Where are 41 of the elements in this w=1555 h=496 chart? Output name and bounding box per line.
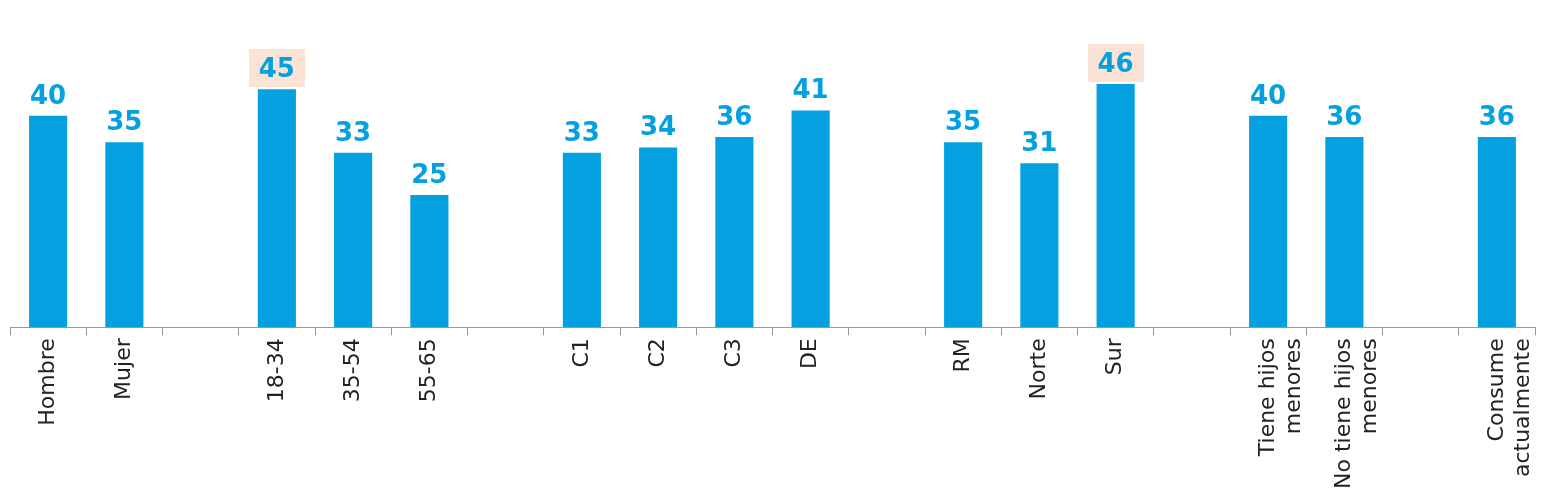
data-label: 46 bbox=[1097, 47, 1134, 78]
data-label: 36 bbox=[1478, 100, 1515, 131]
data-label: 25 bbox=[411, 158, 448, 189]
x-tick-label: 18-34 bbox=[262, 338, 288, 403]
data-label: 40 bbox=[1250, 79, 1287, 110]
bar bbox=[639, 147, 678, 328]
bar bbox=[944, 142, 983, 328]
bar bbox=[334, 152, 373, 328]
bar bbox=[1020, 163, 1059, 328]
bar bbox=[1477, 136, 1516, 328]
x-tick-label: Mujer bbox=[110, 337, 136, 400]
bar bbox=[562, 152, 601, 328]
x-tick-label: DE bbox=[796, 338, 822, 370]
data-label: 45 bbox=[258, 53, 295, 84]
bar bbox=[715, 136, 754, 328]
x-tick-label: 35-54 bbox=[338, 338, 364, 403]
bar bbox=[105, 142, 144, 328]
bar bbox=[29, 115, 68, 328]
x-tick-label: RM bbox=[948, 338, 974, 373]
data-label: 41 bbox=[792, 74, 829, 105]
data-label: 33 bbox=[563, 116, 600, 147]
x-tick-label: Sur bbox=[1101, 337, 1127, 376]
x-tick-label: Hombre bbox=[33, 338, 59, 426]
data-label: 40 bbox=[30, 79, 67, 110]
x-tick-label: C2 bbox=[643, 338, 669, 368]
x-tick-label: Norte bbox=[1025, 338, 1051, 400]
x-tick-label: 55-65 bbox=[415, 338, 441, 403]
bar bbox=[1325, 136, 1364, 328]
data-label: 31 bbox=[1021, 127, 1058, 158]
data-label: 36 bbox=[716, 100, 753, 131]
x-tick-label: C1 bbox=[567, 338, 593, 368]
data-label: 35 bbox=[106, 105, 143, 136]
data-label: 35 bbox=[945, 105, 982, 136]
data-label: 36 bbox=[1326, 100, 1363, 131]
x-tick-label: C3 bbox=[720, 338, 746, 368]
data-label: 33 bbox=[335, 116, 372, 147]
bar bbox=[410, 195, 449, 328]
data-label: 34 bbox=[640, 111, 677, 142]
bar bbox=[791, 110, 830, 328]
x-tick-label: Tiene hijos menores bbox=[1253, 338, 1306, 458]
bar bbox=[1249, 115, 1288, 328]
